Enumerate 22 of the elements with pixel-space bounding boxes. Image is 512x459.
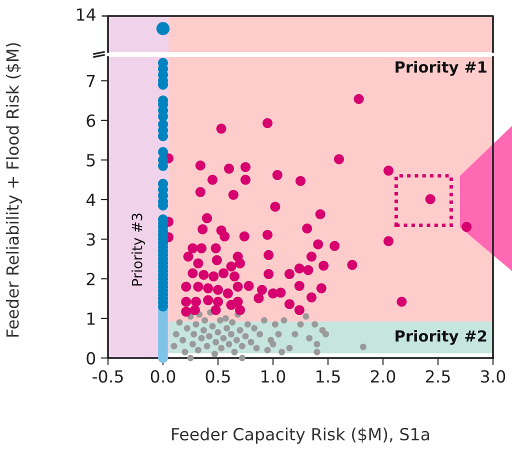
y-axis-title: Feeder Reliability + Flood Risk ($M) <box>6 43 22 337</box>
y-tick-label: 5 <box>86 154 95 167</box>
y-tick-label: 1 <box>87 312 95 325</box>
y-tick-label: 6 <box>86 114 96 127</box>
x-tick-label: 1.0 <box>262 370 286 383</box>
x-tick-label: 2.0 <box>370 370 396 383</box>
band-label: Priority #2 <box>396 330 486 345</box>
y-tick-label: 4 <box>86 194 96 206</box>
x-tick-label: 0.0 <box>150 370 176 383</box>
x-tick-label: -0.5 <box>92 370 123 383</box>
x-tick-label: 1.5 <box>316 370 340 383</box>
x-tick-label: 2.5 <box>426 370 450 383</box>
band-label: Priority #1 <box>396 60 486 76</box>
text: 14 <box>77 8 96 21</box>
band-label: Priority #3 <box>132 214 145 286</box>
y-tick-label: 0 <box>86 352 96 365</box>
y-tick-label: 3 <box>86 233 95 246</box>
x-tick-label: 3.0 <box>481 370 506 383</box>
x-tick-label: 0.5 <box>206 370 230 383</box>
x-axis-title: Feeder Capacity Risk ($M), S1a <box>172 428 430 444</box>
y-tick-label: 7 <box>86 74 95 88</box>
y-tick-label: 2 <box>86 272 95 286</box>
